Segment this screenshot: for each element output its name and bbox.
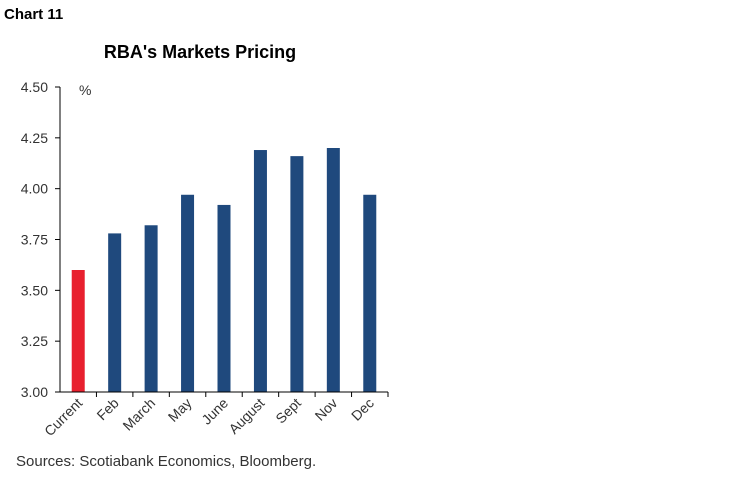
bar-june bbox=[217, 204, 231, 392]
y-tick-label: 4.00 bbox=[21, 181, 48, 197]
x-tick-label: March bbox=[119, 395, 158, 434]
y-tick-label: 3.25 bbox=[21, 333, 48, 349]
chart-number-label: Chart 11 bbox=[4, 6, 64, 23]
bar-august bbox=[253, 150, 267, 392]
bar-may bbox=[181, 194, 195, 392]
x-tick-label: August bbox=[225, 395, 267, 437]
bar-feb bbox=[108, 233, 122, 392]
y-tick-label: 3.50 bbox=[21, 282, 48, 298]
x-tick-label: Nov bbox=[312, 395, 341, 424]
bar-nov bbox=[326, 148, 340, 392]
x-tick-label: Sept bbox=[272, 395, 304, 427]
y-axis-unit-label: % bbox=[79, 82, 91, 98]
y-axis: 3.00 3.25 3.50 3.75 4.00 4.25 4.50 bbox=[21, 79, 61, 400]
x-tick-label: Current bbox=[41, 395, 85, 439]
x-tick-label: June bbox=[198, 395, 231, 428]
y-tick-label: 4.50 bbox=[21, 79, 48, 95]
bar-dec bbox=[363, 194, 377, 392]
x-tick-label: May bbox=[165, 395, 195, 425]
bar-current bbox=[71, 270, 85, 392]
y-tick-label: 3.75 bbox=[21, 232, 48, 248]
chart-title: RBA's Markets Pricing bbox=[103, 42, 297, 62]
y-tick-label: 3.00 bbox=[21, 384, 48, 400]
bar-series bbox=[71, 148, 377, 392]
bar-sept bbox=[290, 156, 304, 392]
y-tick-label: 4.25 bbox=[21, 130, 48, 146]
x-tick-label: Feb bbox=[93, 395, 122, 424]
bar-march bbox=[144, 225, 158, 392]
x-tick-label: Dec bbox=[348, 395, 377, 424]
source-note: Sources: Scotiabank Economics, Bloomberg… bbox=[16, 453, 317, 470]
